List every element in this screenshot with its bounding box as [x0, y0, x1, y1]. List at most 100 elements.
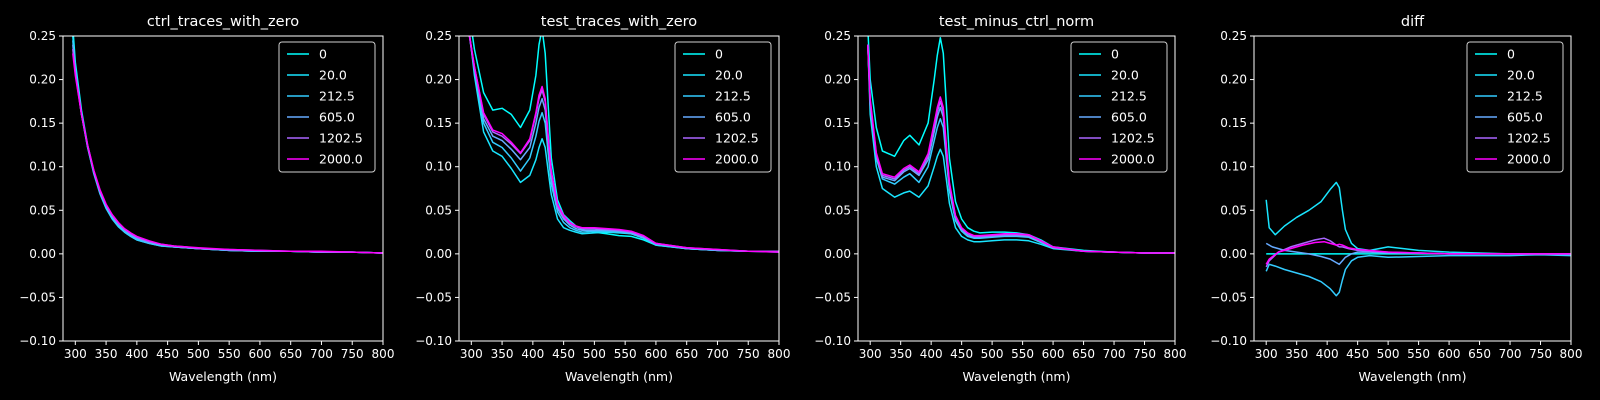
- legend-label: 0: [1111, 47, 1119, 62]
- x-tick-label: 500: [583, 347, 606, 361]
- legend-label: 0: [1507, 47, 1515, 62]
- x-tick-label: 400: [521, 347, 544, 361]
- y-tick-label: 0.25: [1220, 29, 1247, 43]
- legend-label: 605.0: [1111, 110, 1147, 125]
- legend-label: 605.0: [715, 110, 751, 125]
- legend: 0 20.0 212.5 605.0 1202.5 2000.0: [674, 41, 772, 173]
- legend-label: 1202.5: [1507, 131, 1551, 146]
- legend-label: 1202.5: [1111, 131, 1155, 146]
- legend-label: 20.0: [1507, 68, 1535, 83]
- y-tick-label: 0.20: [824, 73, 851, 87]
- x-tick-label: 400: [125, 347, 148, 361]
- axes-frame: [857, 35, 1176, 342]
- x-tick-label: 700: [706, 347, 729, 361]
- y-tick-label: 0.15: [425, 116, 452, 130]
- x-tick-label: 350: [1285, 347, 1308, 361]
- x-tick-label: 550: [1407, 347, 1430, 361]
- series-line-5: [867, 44, 1175, 254]
- legend-label: 0: [319, 47, 327, 62]
- legend-label: 605.0: [1507, 110, 1543, 125]
- y-tick-label: 0.00: [824, 247, 851, 261]
- x-tick-label: 650: [1468, 347, 1491, 361]
- y-tick-label: −0.05: [814, 290, 851, 304]
- x-tick-label: 650: [279, 347, 302, 361]
- y-tick-label: −0.05: [415, 290, 452, 304]
- y-tick-label: 0.15: [824, 116, 851, 130]
- x-tick-label: 800: [1560, 347, 1583, 361]
- legend-label: 2000.0: [715, 152, 759, 167]
- legend: 0 20.0 212.5 605.0 1202.5 2000.0: [1070, 41, 1168, 173]
- x-tick-label: 450: [1346, 347, 1369, 361]
- x-tick-label: 500: [1377, 347, 1400, 361]
- y-tick-label: −0.10: [415, 334, 452, 348]
- x-tick-label: 400: [1316, 347, 1339, 361]
- legend: 0 20.0 212.5 605.0 1202.5 2000.0: [278, 41, 376, 173]
- legend-label: 20.0: [715, 68, 743, 83]
- x-tick-label: 600: [644, 347, 667, 361]
- chart-panel-3: 300 350 400 450 500 550 600 650 700 750 800 −0.10 −0…: [1210, 14, 1582, 384]
- x-tick-label: 450: [950, 347, 973, 361]
- x-tick-label: 300: [859, 347, 882, 361]
- series-line-5: [72, 53, 383, 254]
- legend-label: 1202.5: [319, 131, 363, 146]
- y-tick-label: 0.25: [824, 29, 851, 43]
- y-tick-label: −0.10: [1210, 334, 1247, 348]
- y-tick-label: 0.05: [29, 203, 56, 217]
- x-tick-label: 750: [1133, 347, 1156, 361]
- x-tick-label: 550: [614, 347, 637, 361]
- x-tick-label: 750: [341, 347, 364, 361]
- chart-title: test_minus_ctrl_norm: [939, 14, 1094, 30]
- x-tick-label: 500: [187, 347, 210, 361]
- series-line-5: [1265, 240, 1571, 265]
- x-tick-label: 800: [1164, 347, 1187, 361]
- y-tick-label: 0.05: [824, 203, 851, 217]
- x-axis-label: Wavelength (nm): [963, 369, 1071, 384]
- y-tick-label: −0.05: [1210, 290, 1247, 304]
- plot-area: [1265, 181, 1571, 297]
- x-tick-label: 350: [491, 347, 514, 361]
- x-tick-label: 300: [64, 347, 87, 361]
- y-tick-label: 0.10: [29, 160, 56, 174]
- x-tick-label: 300: [460, 347, 483, 361]
- chart-title: test_traces_with_zero: [541, 14, 698, 30]
- x-tick-label: 750: [737, 347, 760, 361]
- x-tick-label: 400: [920, 347, 943, 361]
- x-tick-label: 700: [310, 347, 333, 361]
- x-tick-label: 650: [675, 347, 698, 361]
- x-axis-label: Wavelength (nm): [565, 369, 673, 384]
- legend-label: 0: [715, 47, 723, 62]
- x-tick-label: 600: [248, 347, 271, 361]
- x-tick-label: 350: [95, 347, 118, 361]
- y-tick-label: 0.25: [425, 29, 452, 43]
- x-tick-label: 550: [1011, 347, 1034, 361]
- plot-area: [468, 36, 779, 253]
- series-line-2: [1265, 253, 1571, 297]
- series-line-1: [867, 44, 1175, 254]
- plot-area: [867, 36, 1175, 254]
- legend-label: 2000.0: [1111, 152, 1155, 167]
- legend: 0 20.0 212.5 605.0 1202.5 2000.0: [1466, 41, 1564, 173]
- legend-label: 2000.0: [1507, 152, 1551, 167]
- x-tick-label: 500: [981, 347, 1004, 361]
- x-tick-label: 750: [1529, 347, 1552, 361]
- y-tick-label: 0.25: [29, 29, 56, 43]
- series-line-1: [1265, 181, 1571, 256]
- y-tick-label: 0.20: [29, 73, 56, 87]
- x-tick-label: 600: [1042, 347, 1065, 361]
- series-line-3: [468, 36, 779, 252]
- x-tick-label: 350: [889, 347, 912, 361]
- y-tick-label: 0.15: [29, 116, 56, 130]
- x-axis-label: Wavelength (nm): [169, 369, 277, 384]
- y-tick-label: 0.05: [1220, 203, 1247, 217]
- legend-label: 20.0: [319, 68, 347, 83]
- chart-title: ctrl_traces_with_zero: [147, 14, 299, 30]
- chart-panel-0: 300 350 400 450 500 550 600 650 700 750 800 −0.10 −0…: [19, 14, 394, 384]
- y-tick-label: 0.20: [425, 73, 452, 87]
- y-tick-label: 0.00: [29, 247, 56, 261]
- legend-label: 2000.0: [319, 152, 363, 167]
- series-line-0: [471, 36, 779, 252]
- series-line-5: [468, 36, 779, 253]
- y-tick-label: 0.05: [425, 203, 452, 217]
- chart-title: diff: [1401, 14, 1425, 30]
- chart-panel-2: 300 350 400 450 500 550 600 650 700 750 800 −0.10 −0…: [814, 14, 1186, 384]
